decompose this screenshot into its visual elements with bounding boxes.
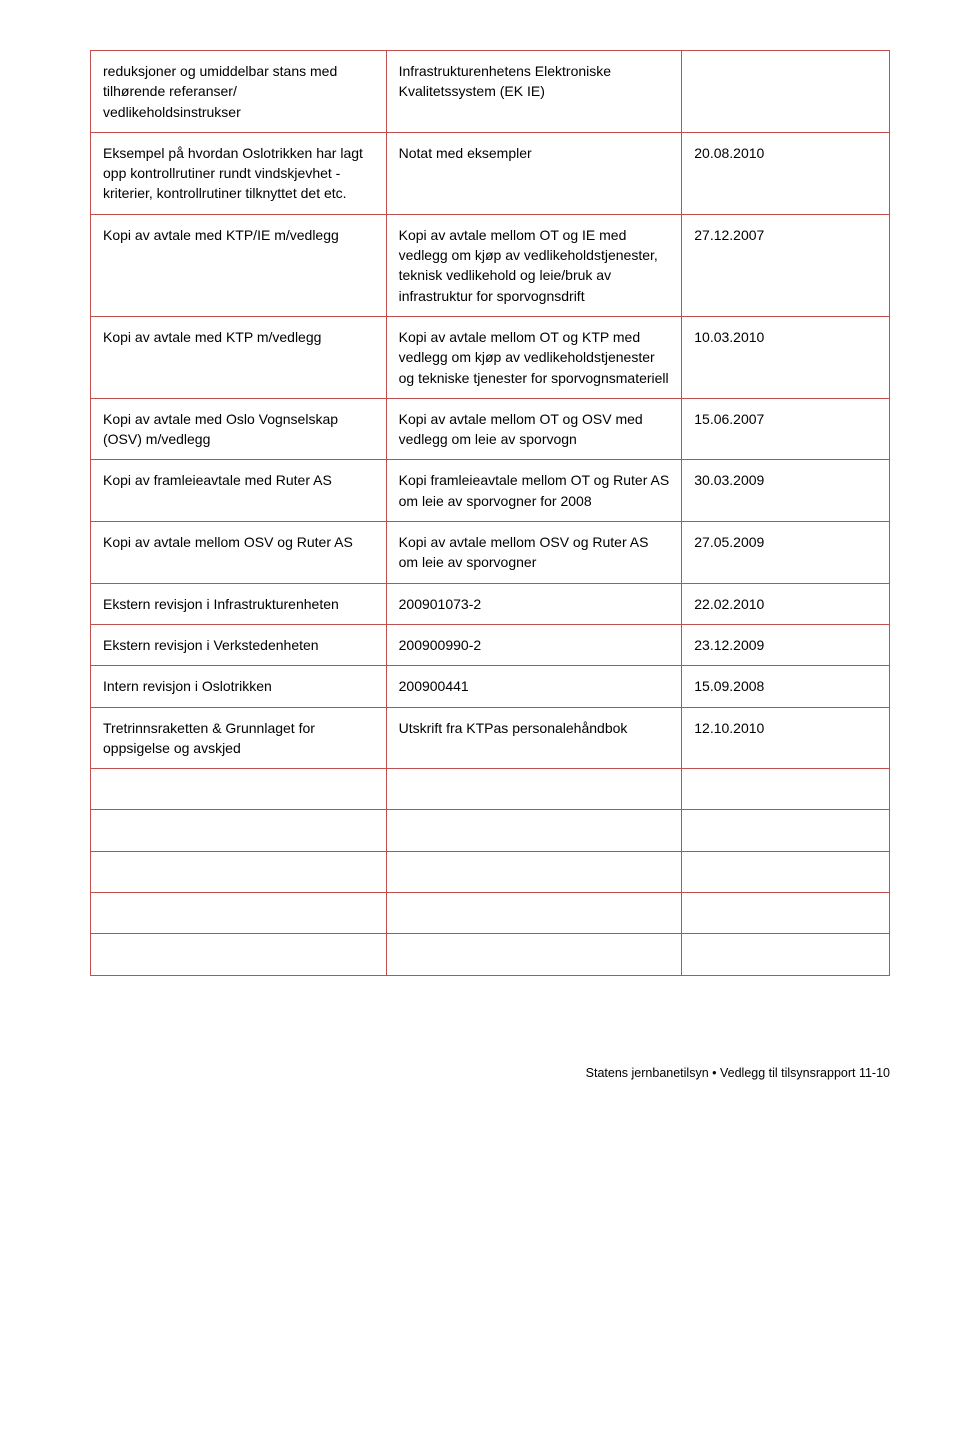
cell-desc: Ekstern revisjon i Verkstedenheten xyxy=(91,624,387,665)
cell-date: 22.02.2010 xyxy=(682,583,890,624)
cell-date: 12.10.2010 xyxy=(682,707,890,769)
table-row xyxy=(91,893,890,934)
cell-desc: Kopi av avtale med Oslo Vognselskap (OSV… xyxy=(91,398,387,460)
cell-desc: reduksjoner og umiddelbar stans med tilh… xyxy=(91,51,387,133)
cell-ref: Kopi av avtale mellom OT og KTP med vedl… xyxy=(386,316,682,398)
cell-ref xyxy=(386,810,682,851)
cell-desc: Ekstern revisjon i Infrastrukturenheten xyxy=(91,583,387,624)
cell-ref xyxy=(386,769,682,810)
page-footer: Statens jernbanetilsyn • Vedlegg til til… xyxy=(0,1066,960,1080)
cell-desc: Eksempel på hvordan Oslotrikken har lagt… xyxy=(91,132,387,214)
cell-date: 20.08.2010 xyxy=(682,132,890,214)
table-row xyxy=(91,769,890,810)
table-row: Tretrinnsraketten & Grunnlaget for oppsi… xyxy=(91,707,890,769)
table-row: Kopi av avtale med KTP/IE m/vedlegg Kopi… xyxy=(91,214,890,316)
cell-desc: Kopi av framleieavtale med Ruter AS xyxy=(91,460,387,522)
cell-ref: Kopi av avtale mellom OT og IE med vedle… xyxy=(386,214,682,316)
cell-date: 15.06.2007 xyxy=(682,398,890,460)
cell-date xyxy=(682,769,890,810)
cell-ref: 200901073-2 xyxy=(386,583,682,624)
cell-ref xyxy=(386,893,682,934)
cell-desc xyxy=(91,893,387,934)
table-row xyxy=(91,851,890,892)
table-row: Kopi av avtale mellom OSV og Ruter AS Ko… xyxy=(91,522,890,584)
cell-date: 10.03.2010 xyxy=(682,316,890,398)
cell-ref: Kopi av avtale mellom OSV og Ruter AS om… xyxy=(386,522,682,584)
cell-ref: 200900441 xyxy=(386,666,682,707)
cell-date: 27.05.2009 xyxy=(682,522,890,584)
cell-date xyxy=(682,851,890,892)
cell-date xyxy=(682,51,890,133)
table-row: reduksjoner og umiddelbar stans med tilh… xyxy=(91,51,890,133)
cell-ref: Notat med eksempler xyxy=(386,132,682,214)
table-row: Eksempel på hvordan Oslotrikken har lagt… xyxy=(91,132,890,214)
cell-ref xyxy=(386,934,682,975)
document-table: reduksjoner og umiddelbar stans med tilh… xyxy=(90,50,890,976)
table-row: Ekstern revisjon i Infrastrukturenheten … xyxy=(91,583,890,624)
cell-date xyxy=(682,934,890,975)
cell-desc: Intern revisjon i Oslotrikken xyxy=(91,666,387,707)
cell-desc xyxy=(91,851,387,892)
table-row: Kopi av framleieavtale med Ruter AS Kopi… xyxy=(91,460,890,522)
page-container: reduksjoner og umiddelbar stans med tilh… xyxy=(0,0,960,1006)
cell-ref: 200900990-2 xyxy=(386,624,682,665)
cell-desc: Kopi av avtale med KTP/IE m/vedlegg xyxy=(91,214,387,316)
cell-date: 27.12.2007 xyxy=(682,214,890,316)
cell-ref: Kopi av avtale mellom OT og OSV med vedl… xyxy=(386,398,682,460)
table-row xyxy=(91,810,890,851)
cell-desc xyxy=(91,769,387,810)
cell-ref: Kopi framleieavtale mellom OT og Ruter A… xyxy=(386,460,682,522)
cell-desc xyxy=(91,934,387,975)
cell-ref xyxy=(386,851,682,892)
cell-desc: Kopi av avtale mellom OSV og Ruter AS xyxy=(91,522,387,584)
table-row: Intern revisjon i Oslotrikken 200900441 … xyxy=(91,666,890,707)
table-row: Kopi av avtale med Oslo Vognselskap (OSV… xyxy=(91,398,890,460)
table-row: Kopi av avtale med KTP m/vedlegg Kopi av… xyxy=(91,316,890,398)
cell-desc: Kopi av avtale med KTP m/vedlegg xyxy=(91,316,387,398)
cell-date xyxy=(682,893,890,934)
cell-ref: Utskrift fra KTPas personalehåndbok xyxy=(386,707,682,769)
table-row: Ekstern revisjon i Verkstedenheten 20090… xyxy=(91,624,890,665)
cell-date: 23.12.2009 xyxy=(682,624,890,665)
table-row xyxy=(91,934,890,975)
cell-date: 15.09.2008 xyxy=(682,666,890,707)
cell-desc xyxy=(91,810,387,851)
cell-date xyxy=(682,810,890,851)
cell-desc: Tretrinnsraketten & Grunnlaget for oppsi… xyxy=(91,707,387,769)
cell-ref: Infrastrukturenhetens Elektroniske Kvali… xyxy=(386,51,682,133)
cell-date: 30.03.2009 xyxy=(682,460,890,522)
